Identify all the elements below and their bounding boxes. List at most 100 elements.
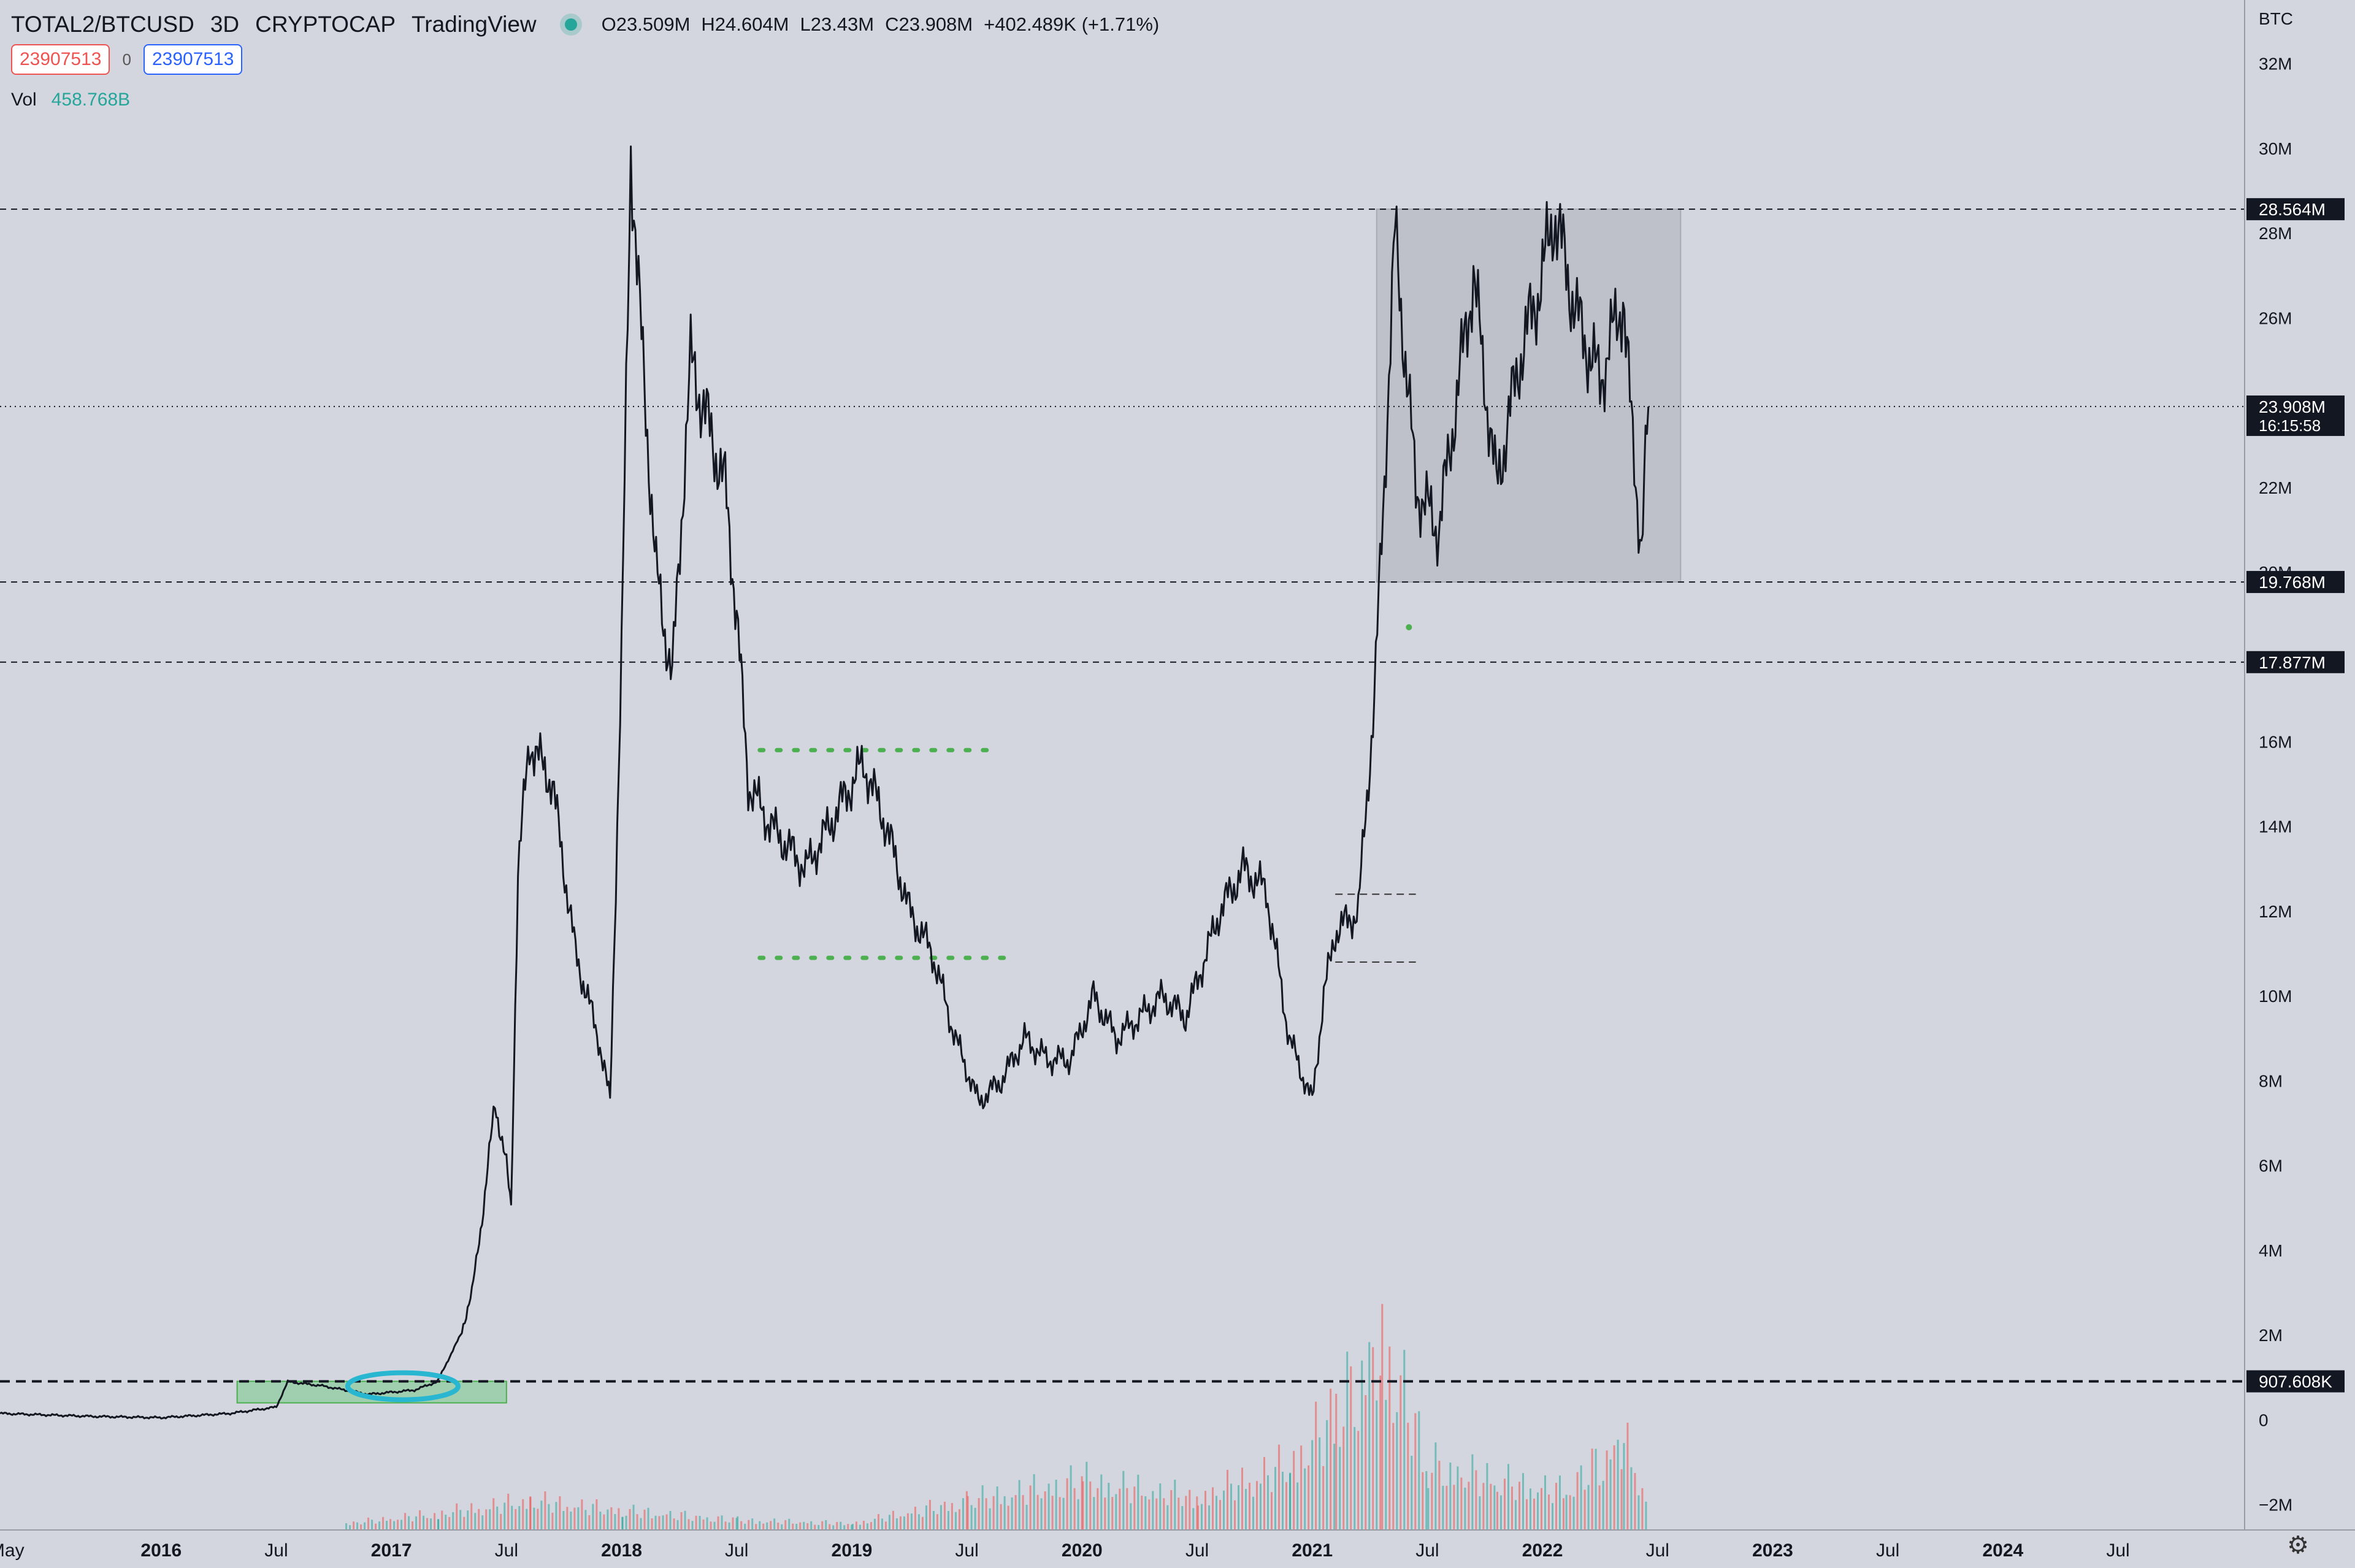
volume-bar — [1388, 1346, 1391, 1530]
volume-bar — [1256, 1481, 1258, 1530]
volume-bar — [621, 1516, 624, 1530]
volume-bar — [985, 1498, 987, 1530]
volume-bar — [1626, 1423, 1629, 1530]
volume-bar — [1486, 1463, 1488, 1530]
volume-bar — [1271, 1492, 1273, 1530]
volume-bar — [978, 1498, 980, 1530]
volume-bar — [755, 1524, 757, 1530]
volume-bar — [1249, 1482, 1250, 1530]
volume-bar — [1018, 1480, 1020, 1530]
volume-bar — [1089, 1481, 1092, 1530]
volume-bar — [936, 1514, 938, 1530]
volume-bar — [1267, 1475, 1269, 1530]
volume-bar — [1086, 1461, 1088, 1530]
volume-bar — [1479, 1496, 1481, 1530]
volume-bar — [459, 1510, 462, 1530]
volume-bar — [504, 1502, 506, 1530]
price-tick-label: 10M — [2259, 987, 2292, 1006]
sell-button[interactable]: 23907513 — [11, 44, 110, 75]
volume-legend[interactable]: Vol 458.768B — [11, 90, 130, 110]
volume-bar — [695, 1515, 697, 1530]
time-tick-label: Jul — [2106, 1540, 2129, 1561]
volume-bar — [1645, 1501, 1647, 1530]
volume-bar — [1166, 1505, 1169, 1530]
volume-bar — [618, 1508, 620, 1530]
time-tick-label: 2023 — [1752, 1540, 1793, 1561]
time-tick-label: 2021 — [1292, 1540, 1333, 1561]
volume-label: Vol — [11, 90, 37, 110]
volume-bar — [1595, 1448, 1597, 1530]
volume-bar — [1500, 1495, 1502, 1530]
volume-bar — [748, 1520, 750, 1530]
volume-bar — [721, 1515, 723, 1530]
volume-bar — [1591, 1448, 1593, 1530]
volume-bar — [1081, 1476, 1083, 1530]
volume-bar — [759, 1521, 761, 1530]
time-tick-label: Jul — [1646, 1540, 1669, 1561]
volume-bar — [724, 1521, 727, 1530]
volume-bar — [932, 1510, 935, 1530]
gear-icon[interactable]: ⚙ — [2287, 1532, 2309, 1559]
volume-bar — [632, 1504, 635, 1530]
volume-bar — [548, 1504, 550, 1530]
volume-bar — [1630, 1467, 1633, 1530]
volume-bar — [1126, 1488, 1128, 1530]
volume-bar — [382, 1516, 385, 1530]
volume-bar — [1392, 1423, 1395, 1530]
volume-bar — [1427, 1488, 1430, 1530]
volume-bar — [1537, 1492, 1539, 1530]
level-price-label: 907.608K — [2259, 1372, 2332, 1391]
volume-bar — [584, 1510, 587, 1530]
volume-bar — [1274, 1467, 1276, 1530]
buy-button[interactable]: 23907513 — [143, 44, 243, 75]
volume-bar — [1330, 1388, 1332, 1530]
volume-bar — [862, 1520, 865, 1530]
range-box[interactable] — [1376, 208, 1682, 583]
volume-bar — [1407, 1423, 1409, 1530]
highlight-circle[interactable] — [345, 1370, 461, 1402]
volume-bar — [1569, 1495, 1571, 1530]
volume-bar — [1025, 1505, 1028, 1530]
volume-bar — [770, 1521, 772, 1530]
volume-bar — [577, 1507, 580, 1530]
volume-bar — [437, 1520, 440, 1530]
volume-bar — [1278, 1444, 1280, 1530]
interval[interactable]: 3D — [210, 12, 240, 37]
volume-bar — [603, 1514, 605, 1530]
volume-bar — [1289, 1472, 1292, 1530]
volume-bar — [1059, 1497, 1061, 1530]
time-tick-label: Jul — [495, 1540, 518, 1561]
volume-bar — [456, 1503, 458, 1530]
volume-bar — [992, 1496, 995, 1530]
volume-bar — [821, 1521, 824, 1530]
volume-bar — [1223, 1490, 1225, 1530]
volume-bar — [1263, 1457, 1265, 1530]
volume-bar — [1163, 1498, 1165, 1530]
volume-bar — [397, 1520, 399, 1530]
volume-bar — [441, 1510, 443, 1530]
price-axis-unit: BTC — [2259, 9, 2293, 28]
volume-bar — [1490, 1483, 1492, 1530]
volume-bar — [614, 1514, 616, 1530]
volume-bar — [1368, 1342, 1371, 1530]
volume-bar — [1093, 1497, 1095, 1530]
price-series[interactable] — [0, 145, 1650, 1420]
marker-dot — [1406, 624, 1412, 630]
volume-bar — [1044, 1491, 1046, 1530]
volume-bar — [430, 1518, 432, 1530]
price-tick-label: 6M — [2259, 1157, 2283, 1176]
volume-bar — [592, 1504, 594, 1530]
volume-bar — [588, 1515, 591, 1530]
volume-bar — [877, 1514, 879, 1530]
volume-bar — [474, 1513, 477, 1530]
low-value: L23.43M — [800, 13, 875, 35]
volume-bar — [448, 1516, 451, 1530]
volume-bar — [1196, 1496, 1198, 1530]
volume-bar — [647, 1507, 649, 1530]
high-value: H24.604M — [701, 13, 789, 35]
volume-bar — [1418, 1411, 1420, 1530]
volume-bar — [1385, 1399, 1387, 1530]
volume-bar — [636, 1514, 638, 1530]
symbol-name[interactable]: TOTAL2/BTCUSD — [11, 12, 194, 37]
